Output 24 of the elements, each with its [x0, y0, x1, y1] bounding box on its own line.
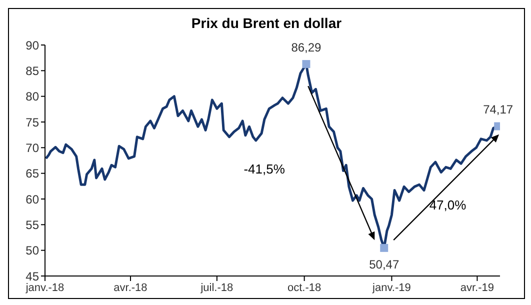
- annotation: -41,5%: [244, 161, 286, 176]
- data-label: 74,17: [483, 102, 514, 117]
- y-tick-label: 50: [26, 244, 40, 258]
- y-tick-label: 90: [26, 38, 40, 52]
- y-tick-label: 75: [26, 115, 40, 130]
- y-tick-label: 60: [26, 192, 40, 206]
- x-tick-label: janv.-19: [372, 282, 411, 294]
- x-tick-label: oct.-18: [288, 282, 322, 294]
- x-tick-label: avr.-18: [114, 282, 148, 294]
- x-tick-label: juil.-18: [200, 282, 234, 294]
- point: [380, 244, 388, 252]
- y-tick-label: 70: [26, 140, 40, 155]
- annotation: 47,0%: [429, 197, 467, 212]
- y-tick-label: 55: [26, 218, 40, 232]
- y-tick-label: 80: [26, 90, 40, 104]
- x-tick-label: janv.-18: [24, 282, 64, 294]
- y-tick-label: 65: [26, 166, 40, 181]
- x-tick-label: avr.-19: [460, 282, 494, 294]
- data-label: 86,29: [291, 40, 322, 55]
- chart-title: Prix du Brent en dollar: [190, 14, 343, 33]
- y-tick-label: 85: [26, 64, 40, 78]
- y-tick-label: 45: [26, 269, 40, 284]
- point: [302, 60, 310, 68]
- data-label: 50,47: [369, 257, 400, 272]
